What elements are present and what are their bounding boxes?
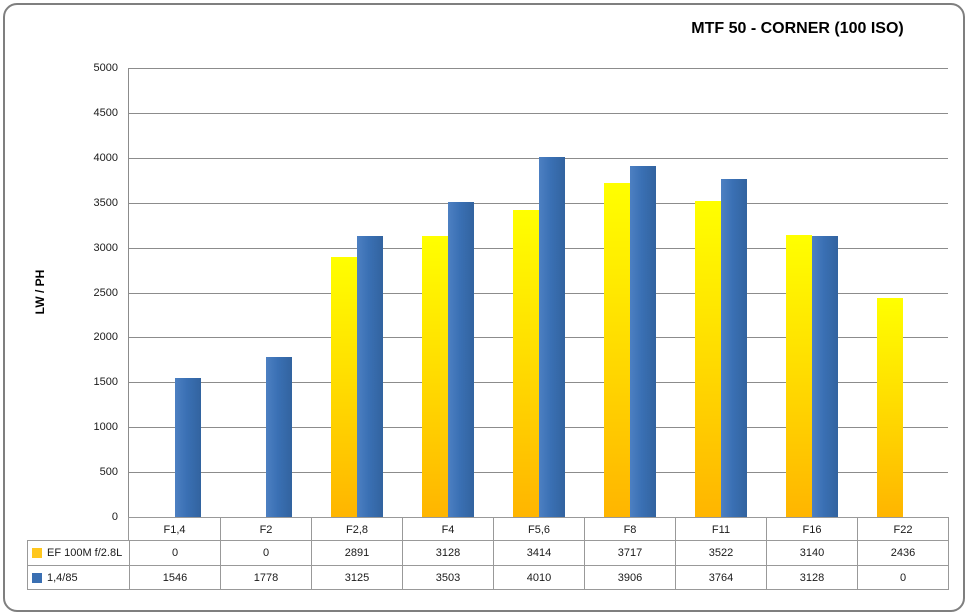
category-label: F1,4 [163, 524, 186, 536]
category-label: F8 [584, 518, 675, 542]
table-value-1-4-85-f16: 3128 [766, 565, 857, 589]
table-value-1-4-85-f4: 3503 [402, 565, 493, 589]
table-value-ef-100m-f-2-8l-f4: 3128 [402, 541, 493, 565]
plot-area [128, 68, 948, 518]
legend-swatch-icon [32, 548, 42, 558]
bar-ef-100m-f-2-8l-f11[interactable] [695, 201, 721, 517]
table-value-ef-100m-f-2-8l-f2: 0 [220, 541, 311, 565]
legend-item-ef-100m-f-2-8l[interactable]: EF 100M f/2.8L [28, 541, 129, 565]
bar-1-4-85-f8[interactable] [630, 166, 656, 517]
y-tick-label: 500 [99, 466, 118, 478]
bar-ef-100m-f-2-8l-f22[interactable] [877, 298, 903, 517]
y-tick-label: 1500 [93, 376, 118, 388]
bar-1-4-85-f2[interactable] [266, 357, 292, 517]
bar-1-4-85-f16[interactable] [812, 236, 838, 517]
data-table: EF 100M f/2.8L 0 0 2891 3128 3414 3717 3522 3140… [27, 540, 949, 590]
table-value-ef-100m-f-2-8l-f8: 3717 [584, 541, 675, 565]
table-value-1-4-85-f8: 3906 [584, 565, 675, 589]
bar-1-4-85-f4[interactable] [448, 202, 474, 517]
table-value-ef-100m-f-2-8l-f5-6: 3414 [493, 541, 584, 565]
y-tick-label: 2000 [93, 331, 118, 343]
bar-1-4-85-f11[interactable] [721, 179, 747, 517]
legend-swatch-icon [32, 572, 42, 583]
bar-ef-100m-f-2-8l-f16[interactable] [786, 235, 812, 517]
table-value-1-4-85-f11: 3764 [675, 565, 766, 589]
gridline [129, 68, 948, 69]
chart-title: MTF 50 - CORNER (100 ISO) [691, 20, 904, 37]
table-value-1-4-85-f2-8: 3125 [311, 565, 402, 589]
gridline [129, 113, 948, 114]
y-tick-label: 4000 [93, 152, 118, 164]
bar-ef-100m-f-2-8l-f5-6[interactable] [513, 210, 539, 517]
y-tick-label: 3000 [93, 242, 118, 254]
bar-1-4-85-f2-8[interactable] [357, 236, 383, 517]
category-label: F22 [857, 518, 948, 542]
table-value-ef-100m-f-2-8l-f2-8: 2891 [311, 541, 402, 565]
table-value-ef-100m-f-2-8l-f11: 3522 [675, 541, 766, 565]
y-tick-label: 1000 [93, 421, 118, 433]
category-label: F5,6 [493, 518, 584, 542]
category-label: F4 [402, 518, 493, 542]
gridline [129, 203, 948, 204]
table-value-1-4-85-f22: 0 [857, 565, 948, 589]
y-axis-title: LW / PH [33, 269, 47, 315]
gridline [129, 158, 948, 159]
legend-label: 1,4/85 [47, 571, 78, 584]
category-label: F2 [220, 518, 311, 542]
table-value-1-4-85-f5-6: 4010 [493, 565, 584, 589]
bar-1-4-85-f1-4[interactable] [175, 378, 201, 517]
table-value-1-4-85-f1-4: 1546 [129, 565, 220, 589]
table-value-ef-100m-f-2-8l-f22: 2436 [857, 541, 948, 565]
table-value-1-4-85-f2: 1778 [220, 565, 311, 589]
category-label: F11 [675, 518, 766, 542]
legend-label: EF 100M f/2.8L [47, 547, 123, 559]
bar-ef-100m-f-2-8l-f2-8[interactable] [331, 257, 357, 517]
y-tick-label: 2500 [93, 287, 118, 299]
category-label: F2,8 [311, 518, 402, 542]
y-tick-label: 3500 [93, 197, 118, 209]
bar-ef-100m-f-2-8l-f8[interactable] [604, 183, 630, 517]
y-tick-label: 4500 [93, 107, 118, 119]
legend-item-1-4-85[interactable]: 1,4/85 [28, 565, 129, 589]
y-tick-label: 0 [111, 511, 118, 523]
y-tick-label: 5000 [93, 62, 118, 74]
category-label: F16 [766, 518, 857, 542]
bar-ef-100m-f-2-8l-f4[interactable] [422, 236, 448, 517]
table-value-ef-100m-f-2-8l-f16: 3140 [766, 541, 857, 565]
bar-1-4-85-f5-6[interactable] [539, 157, 565, 517]
table-value-ef-100m-f-2-8l-f1-4: 0 [129, 541, 220, 565]
